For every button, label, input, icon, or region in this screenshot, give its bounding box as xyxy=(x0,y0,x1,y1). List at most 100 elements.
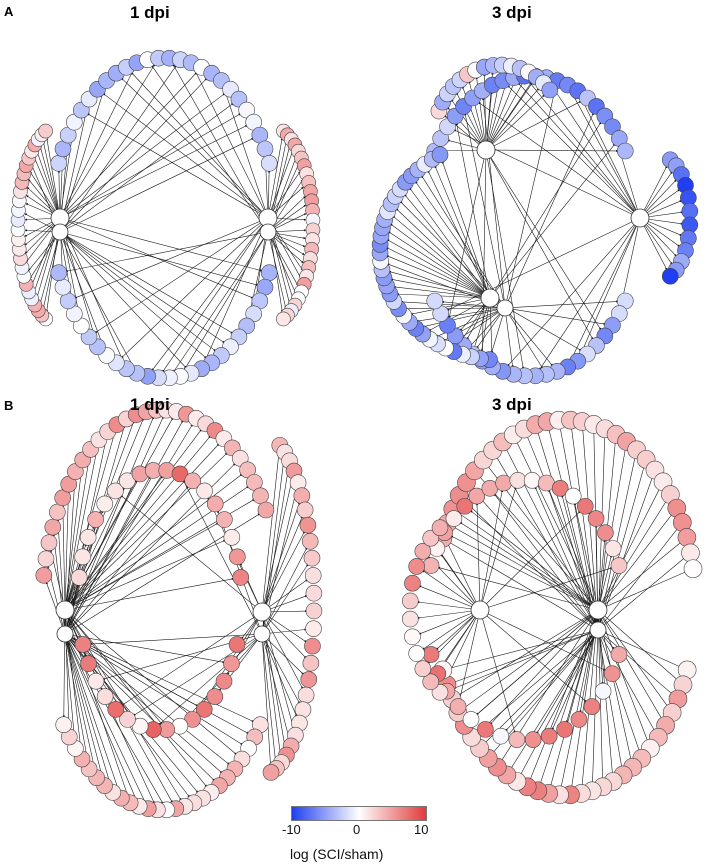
colorbar-tick-mid: 0 xyxy=(353,822,361,837)
network-node xyxy=(232,569,250,586)
network-node xyxy=(96,495,114,513)
network-edge xyxy=(620,217,641,307)
network-edge xyxy=(65,231,269,273)
network-edge xyxy=(536,629,599,734)
network-edge xyxy=(597,629,681,668)
network-node xyxy=(422,557,440,574)
network-node xyxy=(216,511,233,528)
hub-node xyxy=(51,223,69,241)
network-edge xyxy=(64,479,137,611)
network-node xyxy=(523,472,541,489)
network-node xyxy=(38,123,53,139)
network-node xyxy=(223,529,241,546)
network-edge xyxy=(597,629,656,732)
network-edge xyxy=(492,629,599,754)
network-edge xyxy=(427,170,491,299)
network-edge xyxy=(580,217,641,355)
network-edge xyxy=(507,85,641,219)
network-edge xyxy=(261,633,272,766)
network-edge xyxy=(89,633,263,646)
network-node xyxy=(445,510,463,527)
network-edge xyxy=(59,87,106,233)
network-edge xyxy=(173,231,269,373)
colorbar-tick-min: -10 xyxy=(282,822,301,837)
network-edge xyxy=(64,633,164,804)
network-edge xyxy=(120,495,263,613)
network-edge xyxy=(267,196,306,233)
panel-a-left-title: 1 dpi xyxy=(130,3,170,22)
network-edge xyxy=(64,633,137,801)
network-node xyxy=(262,764,280,781)
network-edge xyxy=(386,239,491,299)
network-edge xyxy=(151,65,269,233)
hub-node xyxy=(588,600,608,620)
network-edge xyxy=(597,513,673,611)
network-edge xyxy=(597,539,606,611)
network-edge xyxy=(223,86,269,219)
network-node xyxy=(257,501,275,519)
network-edge xyxy=(478,475,599,611)
network-edge xyxy=(64,633,255,723)
network-edge xyxy=(537,431,599,631)
network-edge xyxy=(388,270,491,299)
network-edge xyxy=(396,293,491,299)
network-edge xyxy=(489,121,602,299)
network-edge xyxy=(428,297,491,332)
hub-node xyxy=(496,299,514,317)
network-edge xyxy=(64,435,211,611)
network-node xyxy=(195,701,213,718)
network-edge xyxy=(410,297,491,316)
network-node xyxy=(297,686,315,704)
network-edge xyxy=(64,633,146,803)
network-edge xyxy=(453,526,599,611)
network-edge xyxy=(434,165,491,299)
network-edge xyxy=(261,502,301,613)
network-node xyxy=(74,636,92,653)
network-node xyxy=(70,569,88,586)
network-edge xyxy=(182,479,263,635)
network-node xyxy=(305,602,323,620)
network-edge xyxy=(504,307,553,367)
network-edge xyxy=(463,609,599,709)
network-edge xyxy=(59,78,208,233)
network-node xyxy=(44,518,62,536)
network-node xyxy=(184,472,202,490)
network-node xyxy=(603,665,621,682)
network-edge xyxy=(39,145,61,219)
network-edge xyxy=(418,585,481,611)
network-node xyxy=(87,672,105,690)
network-edge xyxy=(479,510,581,611)
network-node xyxy=(296,501,314,519)
panel-a-right-title: 3 dpi xyxy=(492,3,532,22)
network-edge xyxy=(485,94,545,151)
network-edge xyxy=(261,531,305,613)
network-edge xyxy=(441,161,491,299)
network-node xyxy=(299,516,317,534)
network-node xyxy=(509,472,527,489)
network-edge xyxy=(64,633,230,765)
network-node xyxy=(540,727,558,745)
network-node xyxy=(556,721,573,738)
network-edge xyxy=(489,609,599,725)
network-edge xyxy=(580,96,641,219)
network-edge xyxy=(484,629,599,744)
network-edge xyxy=(418,609,481,635)
network-node xyxy=(610,646,628,663)
network-edge xyxy=(470,487,599,631)
network-edge xyxy=(470,510,599,611)
colorbar xyxy=(291,806,427,821)
hub-node xyxy=(470,600,490,620)
network-edge xyxy=(45,581,66,635)
network-node xyxy=(55,716,73,734)
network-edge xyxy=(464,500,599,631)
network-edge xyxy=(639,165,668,219)
network-edge xyxy=(504,307,543,369)
network-edge xyxy=(409,187,491,299)
network-edge xyxy=(422,307,506,328)
network-edge xyxy=(121,611,263,706)
network-edge xyxy=(261,451,281,613)
network-edge xyxy=(597,571,687,611)
network-edge xyxy=(441,300,506,309)
network-edge xyxy=(485,149,594,340)
